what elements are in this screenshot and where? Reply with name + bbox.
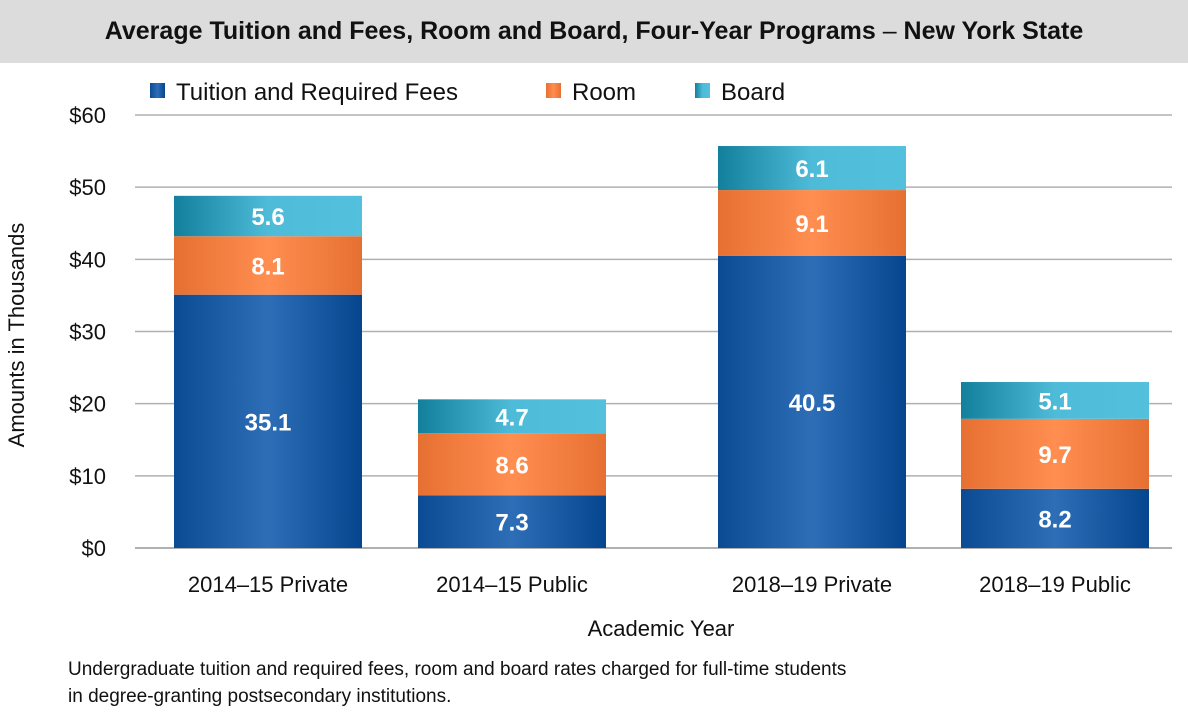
data-label: 5.6 [251,204,284,231]
bar-segment-board [174,195,362,237]
bar-segment-tuition [174,294,362,548]
y-tick-label: $0 [82,536,106,561]
legend-swatch-tuition [150,83,165,98]
title-bar: Average Tuition and Fees, Room and Board… [0,0,1188,63]
chart-title-state: New York State [903,17,1084,45]
data-label: 9.1 [795,211,828,238]
stacked-bar-chart: Tuition and Required Fees Room Board 35.1 8… [4,79,1172,641]
bar-segment-board [718,146,906,191]
x-tick-label: 2018–19 Public [979,572,1131,597]
x-axis-title: Academic Year [588,616,735,641]
bar-segment-tuition [718,255,906,548]
y-tick-label: $60 [69,103,106,128]
y-tick-label: $30 [69,320,106,345]
bar-segment-board [418,399,606,434]
data-label: 9.7 [1038,442,1071,469]
data-label: 40.5 [789,390,836,417]
data-label: 4.7 [495,404,528,431]
bar-segment-room [961,418,1149,489]
legend-label: Board [721,79,785,106]
data-label: 8.2 [1038,506,1071,533]
bar-segment-room [174,236,362,295]
data-label: 8.1 [251,253,284,280]
y-tick-label: $10 [69,464,106,489]
bar-segment-room [718,190,906,256]
chart-legend: Tuition and Required Fees Room Board [150,79,785,106]
chart-title-dash: – [882,17,897,45]
x-axis: 2014–15 Private 2014–15 Public 2018–19 Pri… [188,572,1131,597]
bar-group: 35.1 8.1 5.6 7.3 8.6 4.7 40.5 9.1 6.1 8.2 9.7 5.1 [174,146,1149,548]
footnote: Undergraduate tuition and required fees,… [68,656,846,710]
y-tick-label: $40 [69,247,106,272]
y-axis: $0 $10 $20 $30 $40 $50 $60 [69,103,106,561]
bar-segment-tuition [418,495,606,548]
y-tick-label: $20 [69,392,106,417]
legend-label: Tuition and Required Fees [176,79,458,106]
y-axis-title: Amounts in Thousands [4,223,29,448]
chart-title: Average Tuition and Fees, Room and Board… [105,17,1084,46]
legend-swatch-board [695,83,710,98]
data-label: 5.1 [1038,388,1071,415]
data-label: 35.1 [245,409,292,436]
bar-segment-room [418,433,606,496]
data-label: 6.1 [795,156,828,183]
data-label: 7.3 [495,510,528,537]
data-label: 8.6 [495,452,528,479]
footnote-line-1: Undergraduate tuition and required fees,… [68,659,847,680]
x-tick-label: 2018–19 Private [732,572,892,597]
legend-label: Room [572,79,636,106]
footnote-line-2: in degree-granting postsecondary institu… [68,686,452,707]
x-tick-label: 2014–15 Private [188,572,348,597]
legend-swatch-room [546,83,561,98]
bar-segment-tuition [961,488,1149,548]
x-tick-label: 2014–15 Public [436,572,588,597]
bar-segment-board [961,382,1149,419]
chart-title-main: Average Tuition and Fees, Room and Board… [104,17,876,45]
y-tick-label: $50 [69,175,106,200]
